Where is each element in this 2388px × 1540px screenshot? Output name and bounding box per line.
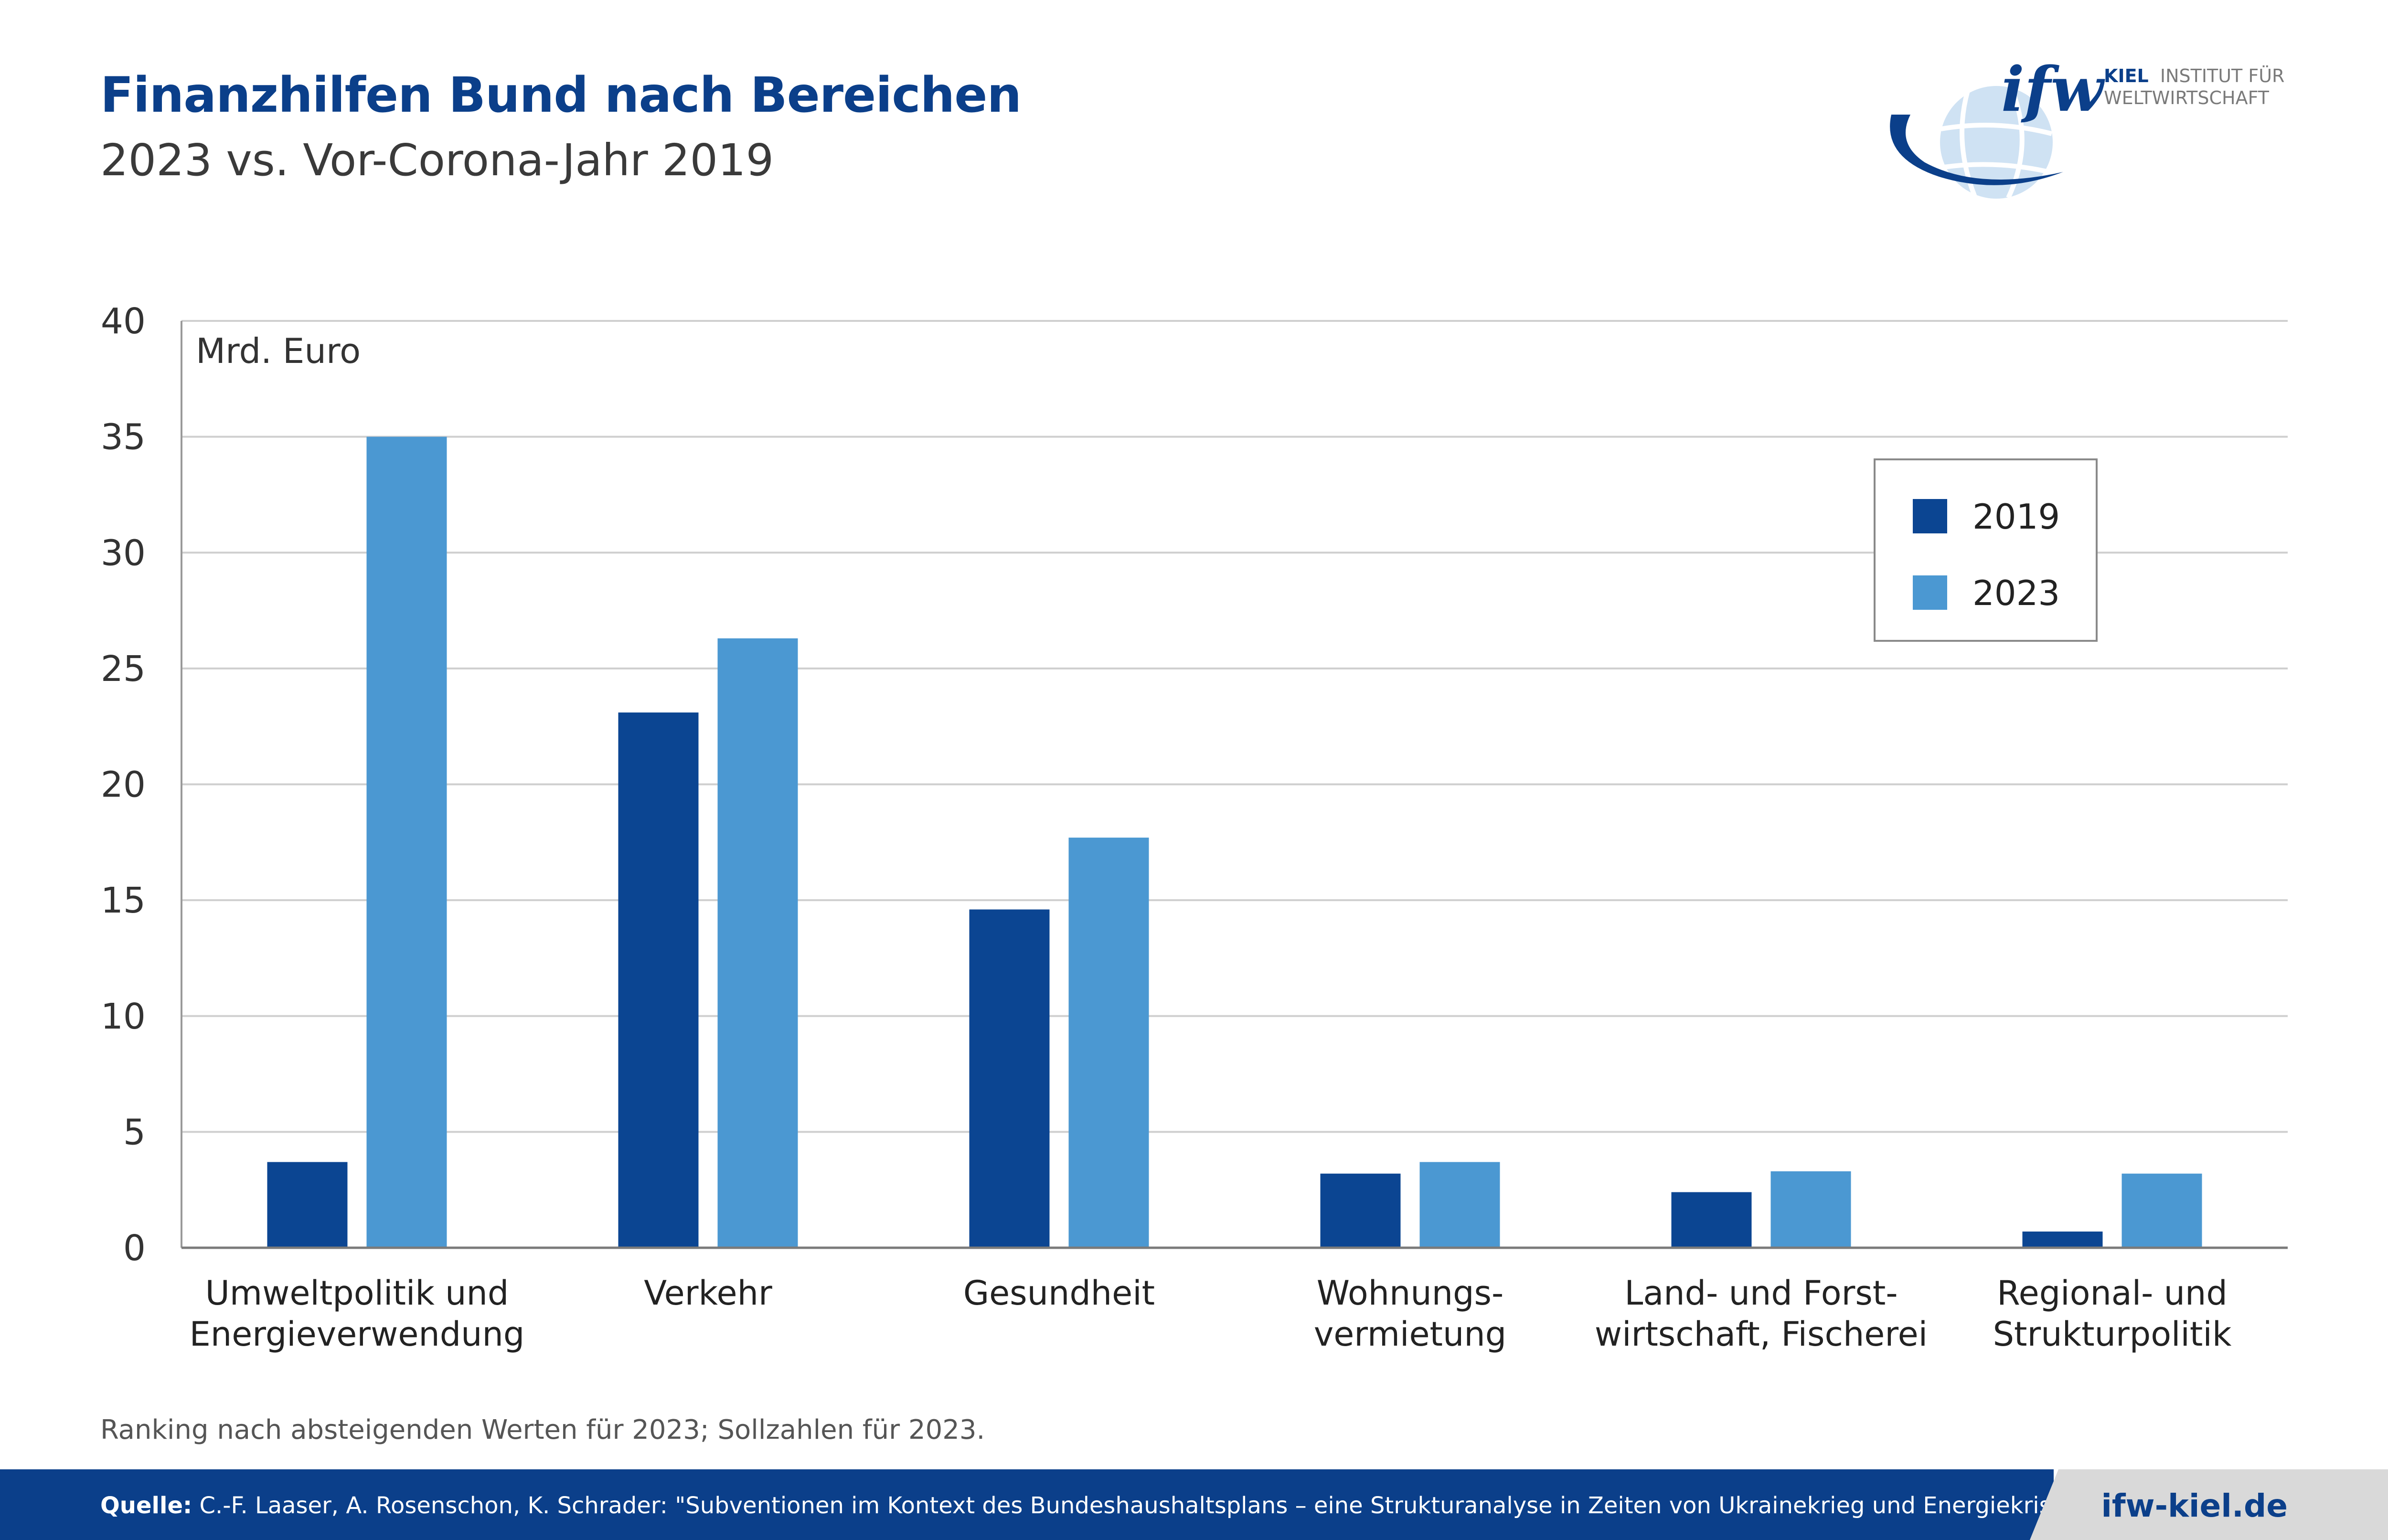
x-tick-label-line: Energieverwendung (190, 1315, 525, 1354)
bar-2019-4 (1671, 1192, 1752, 1248)
bar-2023-4 (1770, 1171, 1851, 1248)
bars (267, 436, 2202, 1248)
legend-swatch-2019 (1913, 499, 1947, 533)
bar-2023-2 (1068, 838, 1149, 1248)
y-tick-label: 30 (101, 532, 146, 574)
legend-box (1874, 458, 2098, 642)
x-tick-label: Regional- und Strukturpolitik (1993, 1274, 2232, 1354)
source-label: Quelle: (100, 1492, 192, 1519)
x-tick-label-line: Umweltpolitik und (205, 1274, 509, 1313)
website-link[interactable]: ifw-kiel.de (2101, 1487, 2288, 1524)
chart-subtitle: 2023 vs. Vor-Corona-Jahr 2019 (100, 135, 774, 186)
x-tick-label-line: Regional- und (1997, 1274, 2228, 1313)
logo-weltwirtschaft: WELTWIRTSCHAFT (2104, 87, 2270, 108)
footer: Quelle: C.-F. Laaser, A. Rosenschon, K. … (0, 1469, 2388, 1540)
legend: 2019 2023 (1874, 458, 2098, 642)
footnote: Ranking nach absteigenden Werten für 202… (100, 1414, 985, 1445)
svg-text:KIEL INSTITUT FÜR: KIEL INSTITUT FÜR (2104, 65, 2284, 86)
x-tick-label-line: Wohnungs- (1317, 1274, 1504, 1313)
x-tick-label-line: vermietung (1314, 1315, 1506, 1354)
x-tick-label-line: Land- und Forst- (1624, 1274, 1898, 1313)
source-citation: C.-F. Laaser, A. Rosenschon, K. Schrader… (199, 1492, 2076, 1519)
bar-2023-0 (366, 436, 447, 1248)
y-tick-label: 35 (101, 417, 146, 458)
globe-icon (1890, 86, 2063, 199)
y-tick-label: 10 (101, 996, 146, 1037)
y-tick-label: 20 (101, 765, 146, 806)
legend-swatch-2023 (1913, 575, 1947, 610)
chart-title: Finanzhilfen Bund nach Bereichen (100, 67, 1022, 124)
bar-2023-1 (717, 638, 798, 1248)
footer-bar: Quelle: C.-F. Laaser, A. Rosenschon, K. … (0, 1469, 2076, 1540)
x-tick-label: Gesundheit (963, 1274, 1155, 1313)
bar-2019-2 (969, 909, 1050, 1248)
legend-label-2023: 2023 (1972, 573, 2060, 613)
legend-label-2019: 2019 (1972, 497, 2060, 537)
ifw-logo: ifw KIEL INSTITUT FÜR WELTWIRTSCHAFT (1890, 57, 2284, 199)
y-tick-label: 0 (123, 1228, 146, 1269)
y-tick-label: 15 (101, 880, 146, 921)
bar-2023-3 (1419, 1162, 1500, 1248)
logo-mark: ifw (2001, 57, 2105, 126)
x-tick-label: Umweltpolitik und Energieverwendung (190, 1274, 525, 1354)
grid-lines (181, 320, 2288, 1133)
footer-right-panel (2030, 1469, 2388, 1540)
bar-2019-0 (267, 1162, 348, 1248)
bar-2019-1 (618, 712, 699, 1248)
source-text: Quelle: C.-F. Laaser, A. Rosenschon, K. … (100, 1492, 2076, 1519)
logo-kiel: KIEL (2104, 65, 2149, 86)
unit-label: Mrd. Euro (196, 331, 361, 371)
x-tick-label-line: Verkehr (644, 1274, 772, 1313)
y-axis-ticks: 0 5 10 15 20 25 30 35 40 (101, 301, 146, 1269)
y-tick-label: 40 (101, 301, 146, 342)
bar-2019-3 (1320, 1173, 1401, 1248)
y-tick-label: 5 (123, 1112, 146, 1153)
x-tick-label-line: Strukturpolitik (1993, 1315, 2232, 1354)
y-tick-label: 25 (101, 648, 146, 690)
x-tick-label: Verkehr (644, 1274, 772, 1313)
logo-institut: INSTITUT FÜR (2160, 65, 2285, 86)
x-tick-label-line: Gesundheit (963, 1274, 1155, 1313)
bar-2019-5 (2022, 1232, 2103, 1248)
x-axis-labels: Umweltpolitik und Energieverwendung Verkeh… (190, 1274, 2232, 1354)
x-tick-label: Wohnungs-vermietung (1314, 1274, 1506, 1354)
x-tick-label-line: wirtschaft, Fischerei (1595, 1315, 1928, 1354)
bar-2023-5 (2121, 1173, 2202, 1248)
x-tick-label: Land- und Forst-wirtschaft, Fischerei (1595, 1274, 1928, 1354)
